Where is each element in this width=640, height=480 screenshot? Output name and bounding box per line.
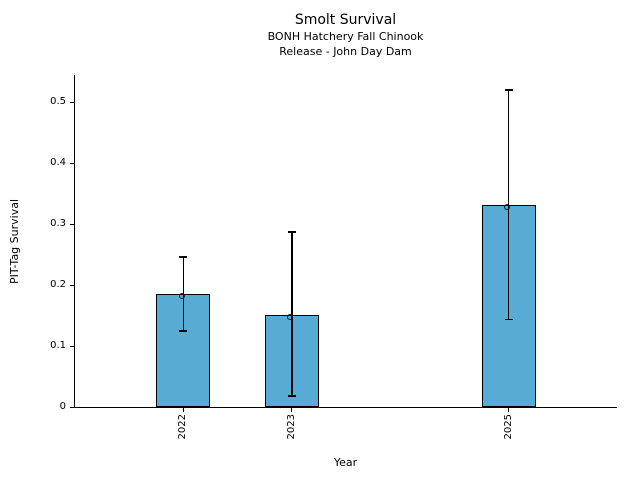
x-tick-mark [508, 407, 510, 412]
y-tick-mark [70, 406, 75, 408]
error-bar-cap [287, 395, 296, 397]
y-tick-label: 0.1 [50, 340, 66, 352]
x-tick-label: 2023 [285, 414, 297, 440]
y-axis-label: PIT-Tag Survival [8, 199, 21, 285]
chart-title: Smolt Survival [294, 12, 397, 28]
data-point-marker [178, 292, 185, 299]
y-tick-label: 0.5 [50, 96, 66, 108]
chart-subtitle-line1: BONH Hatchery Fall Chinook [267, 30, 424, 43]
x-tick-label: 2025 [502, 414, 514, 440]
x-tick-mark [291, 407, 293, 412]
y-tick-label: 0.3 [50, 218, 66, 230]
error-bar-cap [179, 256, 188, 258]
y-tick-label: 0 [59, 401, 66, 412]
y-tick-mark [70, 162, 75, 164]
error-bar-cap [504, 89, 513, 91]
data-point-marker [287, 313, 294, 320]
error-bar-cap [287, 231, 296, 233]
y-tick-mark [70, 223, 75, 225]
y-tick-mark [70, 345, 75, 347]
plot-area: 0 0.1 0.2 0.3 0.4 0.5 2022 2023 2025 [50, 75, 617, 439]
chart-header: Smolt Survival BONH Hatchery Fall Chinoo… [74, 11, 617, 59]
x-axis-label: Year [333, 456, 358, 469]
y-tick-mark [70, 101, 75, 103]
chart-subtitle-line2: Release - John Day Dam [279, 44, 412, 58]
y-tick-mark [70, 284, 75, 286]
x-tick-label: 2022 [177, 414, 189, 440]
data-point-marker [504, 203, 511, 210]
error-bar-cap [504, 318, 513, 321]
y-tick-label: 0.4 [50, 157, 66, 169]
x-tick-mark [182, 407, 184, 412]
error-bar-cap [179, 330, 188, 332]
y-tick-label: 0.2 [50, 279, 66, 291]
